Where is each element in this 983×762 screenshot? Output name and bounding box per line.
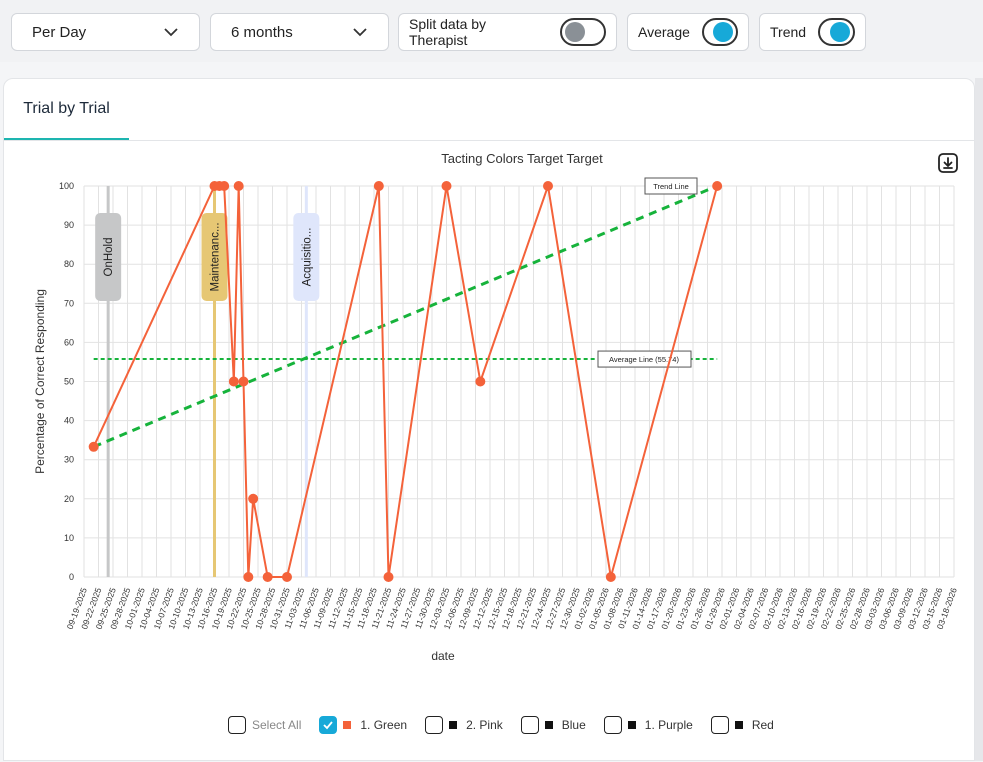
average-label-box	[597, 350, 692, 368]
check-icon	[323, 721, 334, 730]
data-point	[88, 441, 99, 452]
split-switch[interactable]	[560, 18, 606, 46]
phase-label-box	[95, 213, 122, 301]
legend-checkbox[interactable]	[319, 716, 338, 734]
range-value: 6 months	[231, 23, 293, 41]
legend-checkbox[interactable]	[520, 716, 539, 734]
phase-label: Maintenanc...	[210, 222, 222, 291]
average-toggle[interactable]: Average	[627, 13, 749, 51]
trend-toggle[interactable]: Trend	[759, 13, 866, 51]
chart-legend: Select All 1. Green 2. Pink Blue 1. Purple Re…	[228, 716, 792, 734]
legend-label: Select All	[252, 718, 302, 732]
y-axis-label: Percentage of Correct Responding	[33, 289, 47, 474]
trend-line	[93, 184, 718, 449]
legend-checkbox[interactable]	[425, 716, 444, 734]
switch-knob	[830, 22, 850, 42]
download-icon[interactable]	[937, 152, 959, 174]
period-value: Per Day	[32, 23, 87, 41]
legend-item[interactable]: 1. Green	[319, 716, 407, 734]
average-label: Average Line (55.74)	[609, 355, 679, 364]
switch-knob	[713, 22, 733, 42]
y-tick-label: 0	[69, 572, 74, 582]
data-point	[441, 181, 452, 191]
data-point	[373, 181, 384, 191]
data-point	[233, 181, 244, 191]
legend-checkbox[interactable]	[710, 716, 729, 734]
y-tick-label: 90	[64, 220, 74, 230]
chevron-down-icon	[164, 28, 178, 37]
y-tick-label: 20	[64, 494, 74, 504]
average-switch[interactable]	[701, 18, 738, 46]
split-label: Split data by Therapist	[409, 16, 487, 48]
phase-label-box	[293, 213, 320, 301]
legend-swatch	[627, 721, 636, 729]
legend-checkbox[interactable]	[603, 716, 622, 734]
y-tick-label: 100	[59, 181, 74, 191]
phase-label: OnHold	[103, 238, 115, 277]
legend-label: Red	[751, 718, 774, 732]
legend-swatch	[544, 721, 553, 729]
tab-divider	[4, 140, 974, 141]
period-dropdown[interactable]: Per Day	[11, 13, 200, 51]
data-point	[543, 181, 553, 191]
phase-label: Acquisitio...	[301, 228, 313, 287]
chart-panel: Trial by Trial Tacting Colors Target Tar…	[3, 78, 975, 761]
data-point	[219, 181, 230, 191]
switch-knob	[565, 22, 586, 42]
legend-swatch	[343, 721, 352, 729]
legend-swatch	[734, 721, 743, 729]
y-tick-label: 30	[64, 455, 74, 465]
y-tick-label: 60	[64, 337, 74, 347]
y-tick-label: 70	[64, 298, 74, 308]
legend-label: 1. Purple	[644, 718, 693, 732]
data-point	[605, 572, 616, 582]
y-tick-label: 40	[64, 416, 74, 426]
line-chart: 010203040506070809010009-19-202509-22-20…	[33, 177, 959, 663]
legend-label: Blue	[561, 718, 586, 732]
data-point	[475, 376, 486, 387]
legend-checkbox[interactable]	[228, 716, 246, 734]
data-point	[282, 572, 292, 582]
legend-item[interactable]: 1. Purple	[603, 716, 693, 734]
y-tick-label: 10	[64, 533, 74, 543]
x-axis-label: date	[431, 649, 455, 663]
data-point	[712, 181, 723, 191]
legend-label: 2. Pink	[466, 718, 503, 732]
data-point	[248, 493, 259, 504]
trend-switch[interactable]	[818, 18, 855, 46]
legend-swatch	[449, 721, 458, 729]
tab-label: Trial by Trial	[23, 99, 110, 117]
y-tick-label: 80	[64, 259, 74, 269]
phase-label-box	[201, 213, 228, 301]
filter-toolbar: Per Day 6 months Split data by Therapist…	[0, 0, 983, 62]
split-by-therapist-toggle[interactable]: Split data by Therapist	[398, 13, 617, 51]
scrollbar[interactable]	[975, 78, 983, 761]
legend-item[interactable]: Red	[710, 716, 774, 734]
y-tick-label: 50	[64, 377, 74, 387]
data-point	[262, 572, 273, 582]
data-point	[228, 376, 239, 387]
legend-item[interactable]: Select All	[228, 716, 301, 734]
legend-item[interactable]: 2. Pink	[425, 716, 503, 734]
data-point	[238, 376, 249, 387]
chevron-down-icon	[353, 28, 367, 37]
range-dropdown[interactable]: 6 months	[210, 13, 389, 51]
trend-label: Trend	[770, 24, 807, 40]
legend-item[interactable]: Blue	[520, 716, 586, 734]
trend-label: Trend Line	[653, 182, 689, 191]
tab-trial-by-trial[interactable]: Trial by Trial	[4, 79, 129, 141]
data-point	[243, 572, 254, 582]
legend-label: 1. Green	[360, 718, 408, 732]
data-point	[383, 572, 394, 582]
trend-label-box	[644, 177, 698, 195]
average-label: Average	[638, 24, 690, 40]
chart-title: Tacting Colors Target Target	[441, 151, 603, 166]
